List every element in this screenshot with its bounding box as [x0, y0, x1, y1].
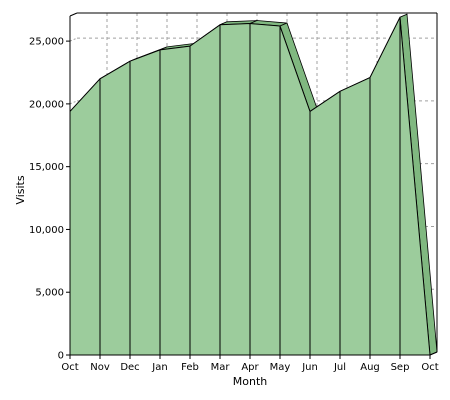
- y-gridline-side-4: [69, 100, 78, 105]
- x-tick-label-5: Mar: [211, 362, 231, 373]
- x-tick-label-9: Jul: [333, 362, 346, 373]
- x-tick-label-4: Feb: [181, 362, 199, 373]
- area-series: [69, 13, 438, 356]
- y-tick-labels: 0 5,000 10,000 15,000 20,000 25,000: [29, 37, 64, 362]
- y-tick-label-0: 0: [58, 351, 64, 362]
- x-tick-labels: Oct Nov Dec Jan Feb Mar Apr May Jun Jul Aug Sep Oct: [61, 362, 438, 373]
- y-tick-label-3: 15,000: [29, 162, 64, 173]
- x-tick-label-11: Sep: [391, 362, 410, 373]
- y-axis-label: Visits: [14, 175, 27, 204]
- y-tick-label-1: 5,000: [35, 288, 64, 299]
- y-gridline-side-5: [69, 37, 78, 42]
- x-tick-label-7: May: [270, 362, 291, 373]
- x-tick-label-12: Oct: [421, 362, 438, 373]
- x-tick-label-0: Oct: [61, 362, 78, 373]
- frame-corner-bottom-right: [429, 351, 438, 356]
- x-tick-label-8: Jun: [301, 362, 318, 373]
- y-tick-label-2: 10,000: [29, 225, 64, 236]
- x-axis-label: Month: [233, 375, 268, 388]
- y-tick-label-4: 20,000: [29, 99, 64, 110]
- x-tick-label-6: Apr: [241, 362, 259, 373]
- frame-corner-top-left: [69, 12, 78, 17]
- axes: [66, 12, 438, 359]
- y-tick-label-5: 25,000: [29, 37, 64, 48]
- x-tick-label-2: Dec: [120, 362, 139, 373]
- x-tick-label-3: Jan: [151, 362, 167, 373]
- x-tick-label-1: Nov: [90, 362, 110, 373]
- x-tick-label-10: Aug: [360, 362, 380, 373]
